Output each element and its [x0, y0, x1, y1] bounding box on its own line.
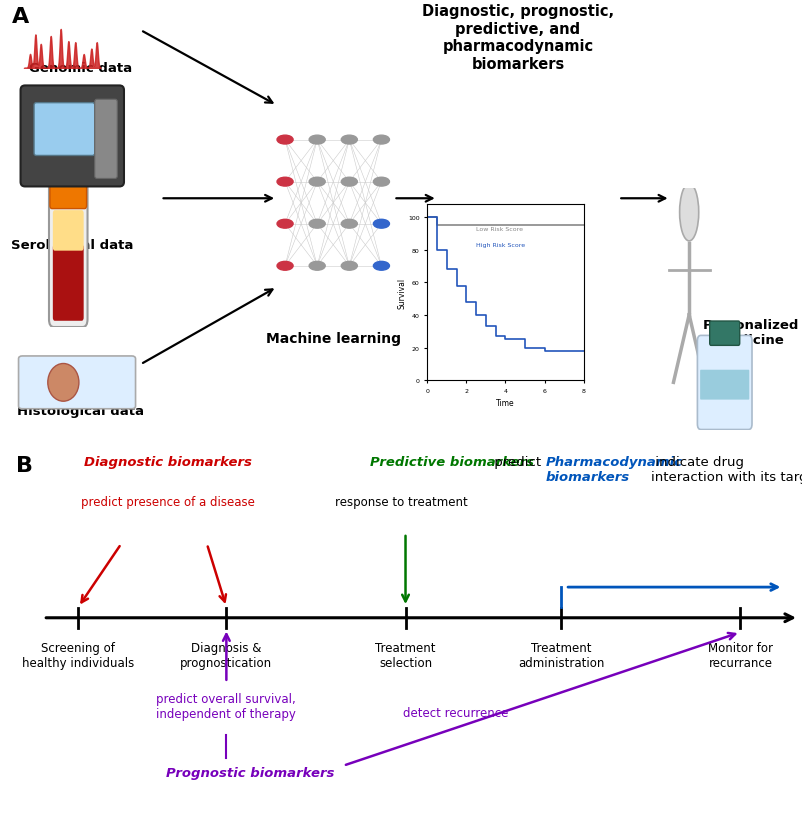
Circle shape — [309, 136, 325, 145]
Circle shape — [277, 262, 293, 271]
Text: High Risk Score: High Risk Score — [476, 243, 525, 248]
X-axis label: Time: Time — [496, 399, 514, 408]
Text: Personalized
medicine: Personalized medicine — [702, 319, 798, 346]
FancyBboxPatch shape — [709, 322, 739, 346]
Text: response to treatment: response to treatment — [334, 495, 468, 509]
Text: detect recurrence: detect recurrence — [403, 706, 508, 719]
Circle shape — [277, 178, 293, 187]
Circle shape — [341, 220, 357, 229]
Text: Predictive biomarkers: Predictive biomarkers — [370, 456, 534, 468]
Text: predict: predict — [490, 456, 541, 468]
Circle shape — [341, 178, 357, 187]
Text: Histological data: Histological data — [17, 405, 144, 418]
Text: indicate drug
interaction with its target: indicate drug interaction with its targe… — [650, 456, 802, 484]
Circle shape — [373, 220, 389, 229]
Text: Diagnostic biomarkers: Diagnostic biomarkers — [84, 456, 252, 468]
Text: Diagnostic, prognostic,
predictive, and
pharmacodynamic
biomarkers: Diagnostic, prognostic, predictive, and … — [421, 4, 614, 71]
Text: predict presence of a disease: predict presence of a disease — [81, 495, 254, 509]
Circle shape — [373, 136, 389, 145]
Text: Machine learning: Machine learning — [265, 332, 400, 346]
Circle shape — [309, 178, 325, 187]
Circle shape — [341, 136, 357, 145]
Circle shape — [678, 184, 698, 242]
FancyBboxPatch shape — [34, 103, 95, 156]
Text: Serological data: Serological data — [11, 239, 133, 251]
Text: Diagnosis &
prognostication: Diagnosis & prognostication — [180, 641, 272, 669]
Text: Pharmacodynamic
biomarkers: Pharmacodynamic biomarkers — [545, 456, 682, 484]
FancyBboxPatch shape — [699, 370, 748, 400]
Circle shape — [341, 262, 357, 271]
Circle shape — [277, 136, 293, 145]
Circle shape — [277, 220, 293, 229]
Ellipse shape — [48, 364, 79, 402]
FancyBboxPatch shape — [50, 175, 87, 210]
FancyBboxPatch shape — [53, 245, 83, 321]
Text: Treatment
administration: Treatment administration — [517, 641, 604, 669]
Circle shape — [309, 262, 325, 271]
FancyBboxPatch shape — [95, 100, 117, 179]
Circle shape — [373, 262, 389, 271]
Circle shape — [373, 178, 389, 187]
Text: predict overall survival,
independent of therapy: predict overall survival, independent of… — [156, 692, 296, 720]
Text: Low Risk Score: Low Risk Score — [476, 227, 522, 232]
Circle shape — [309, 220, 325, 229]
FancyBboxPatch shape — [18, 356, 136, 410]
Text: Screening of
healthy individuals: Screening of healthy individuals — [22, 641, 134, 669]
FancyBboxPatch shape — [21, 86, 124, 188]
Text: B: B — [16, 456, 33, 476]
Text: Prognostic biomarkers: Prognostic biomarkers — [165, 766, 334, 779]
Text: Treatment
selection: Treatment selection — [375, 641, 435, 669]
Y-axis label: Survival: Survival — [397, 278, 406, 308]
FancyBboxPatch shape — [696, 336, 751, 430]
Text: Monitor for
recurrance: Monitor for recurrance — [707, 641, 772, 669]
Text: A: A — [12, 7, 29, 26]
FancyBboxPatch shape — [53, 210, 83, 251]
Text: Genomic data: Genomic data — [29, 62, 132, 75]
FancyBboxPatch shape — [49, 179, 87, 328]
